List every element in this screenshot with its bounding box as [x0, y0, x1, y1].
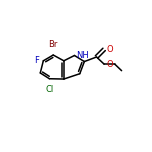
Text: NH: NH	[76, 51, 89, 60]
Text: Cl: Cl	[45, 85, 54, 93]
Text: O: O	[106, 60, 113, 69]
Text: F: F	[34, 56, 39, 65]
Text: O: O	[106, 45, 113, 54]
Text: Br: Br	[48, 40, 58, 49]
